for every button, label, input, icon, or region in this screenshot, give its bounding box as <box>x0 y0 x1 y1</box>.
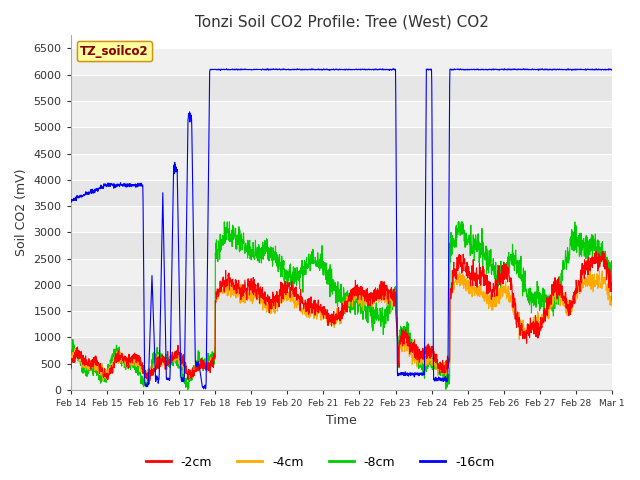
X-axis label: Time: Time <box>326 414 357 427</box>
Bar <box>70 154 612 180</box>
Bar <box>70 259 612 285</box>
Bar <box>70 180 612 206</box>
Legend: -2cm, -4cm, -8cm, -16cm: -2cm, -4cm, -8cm, -16cm <box>141 451 499 474</box>
Bar <box>70 232 612 259</box>
Bar <box>70 75 612 101</box>
Bar <box>70 285 612 311</box>
Bar <box>70 364 612 390</box>
Bar <box>70 337 612 364</box>
Title: Tonzi Soil CO2 Profile: Tree (West) CO2: Tonzi Soil CO2 Profile: Tree (West) CO2 <box>195 15 488 30</box>
Legend: TZ_soilco2: TZ_soilco2 <box>77 41 152 61</box>
Y-axis label: Soil CO2 (mV): Soil CO2 (mV) <box>15 169 28 256</box>
Bar <box>70 48 612 75</box>
Bar <box>70 127 612 154</box>
Bar <box>70 206 612 232</box>
Bar <box>70 311 612 337</box>
Bar <box>70 101 612 127</box>
